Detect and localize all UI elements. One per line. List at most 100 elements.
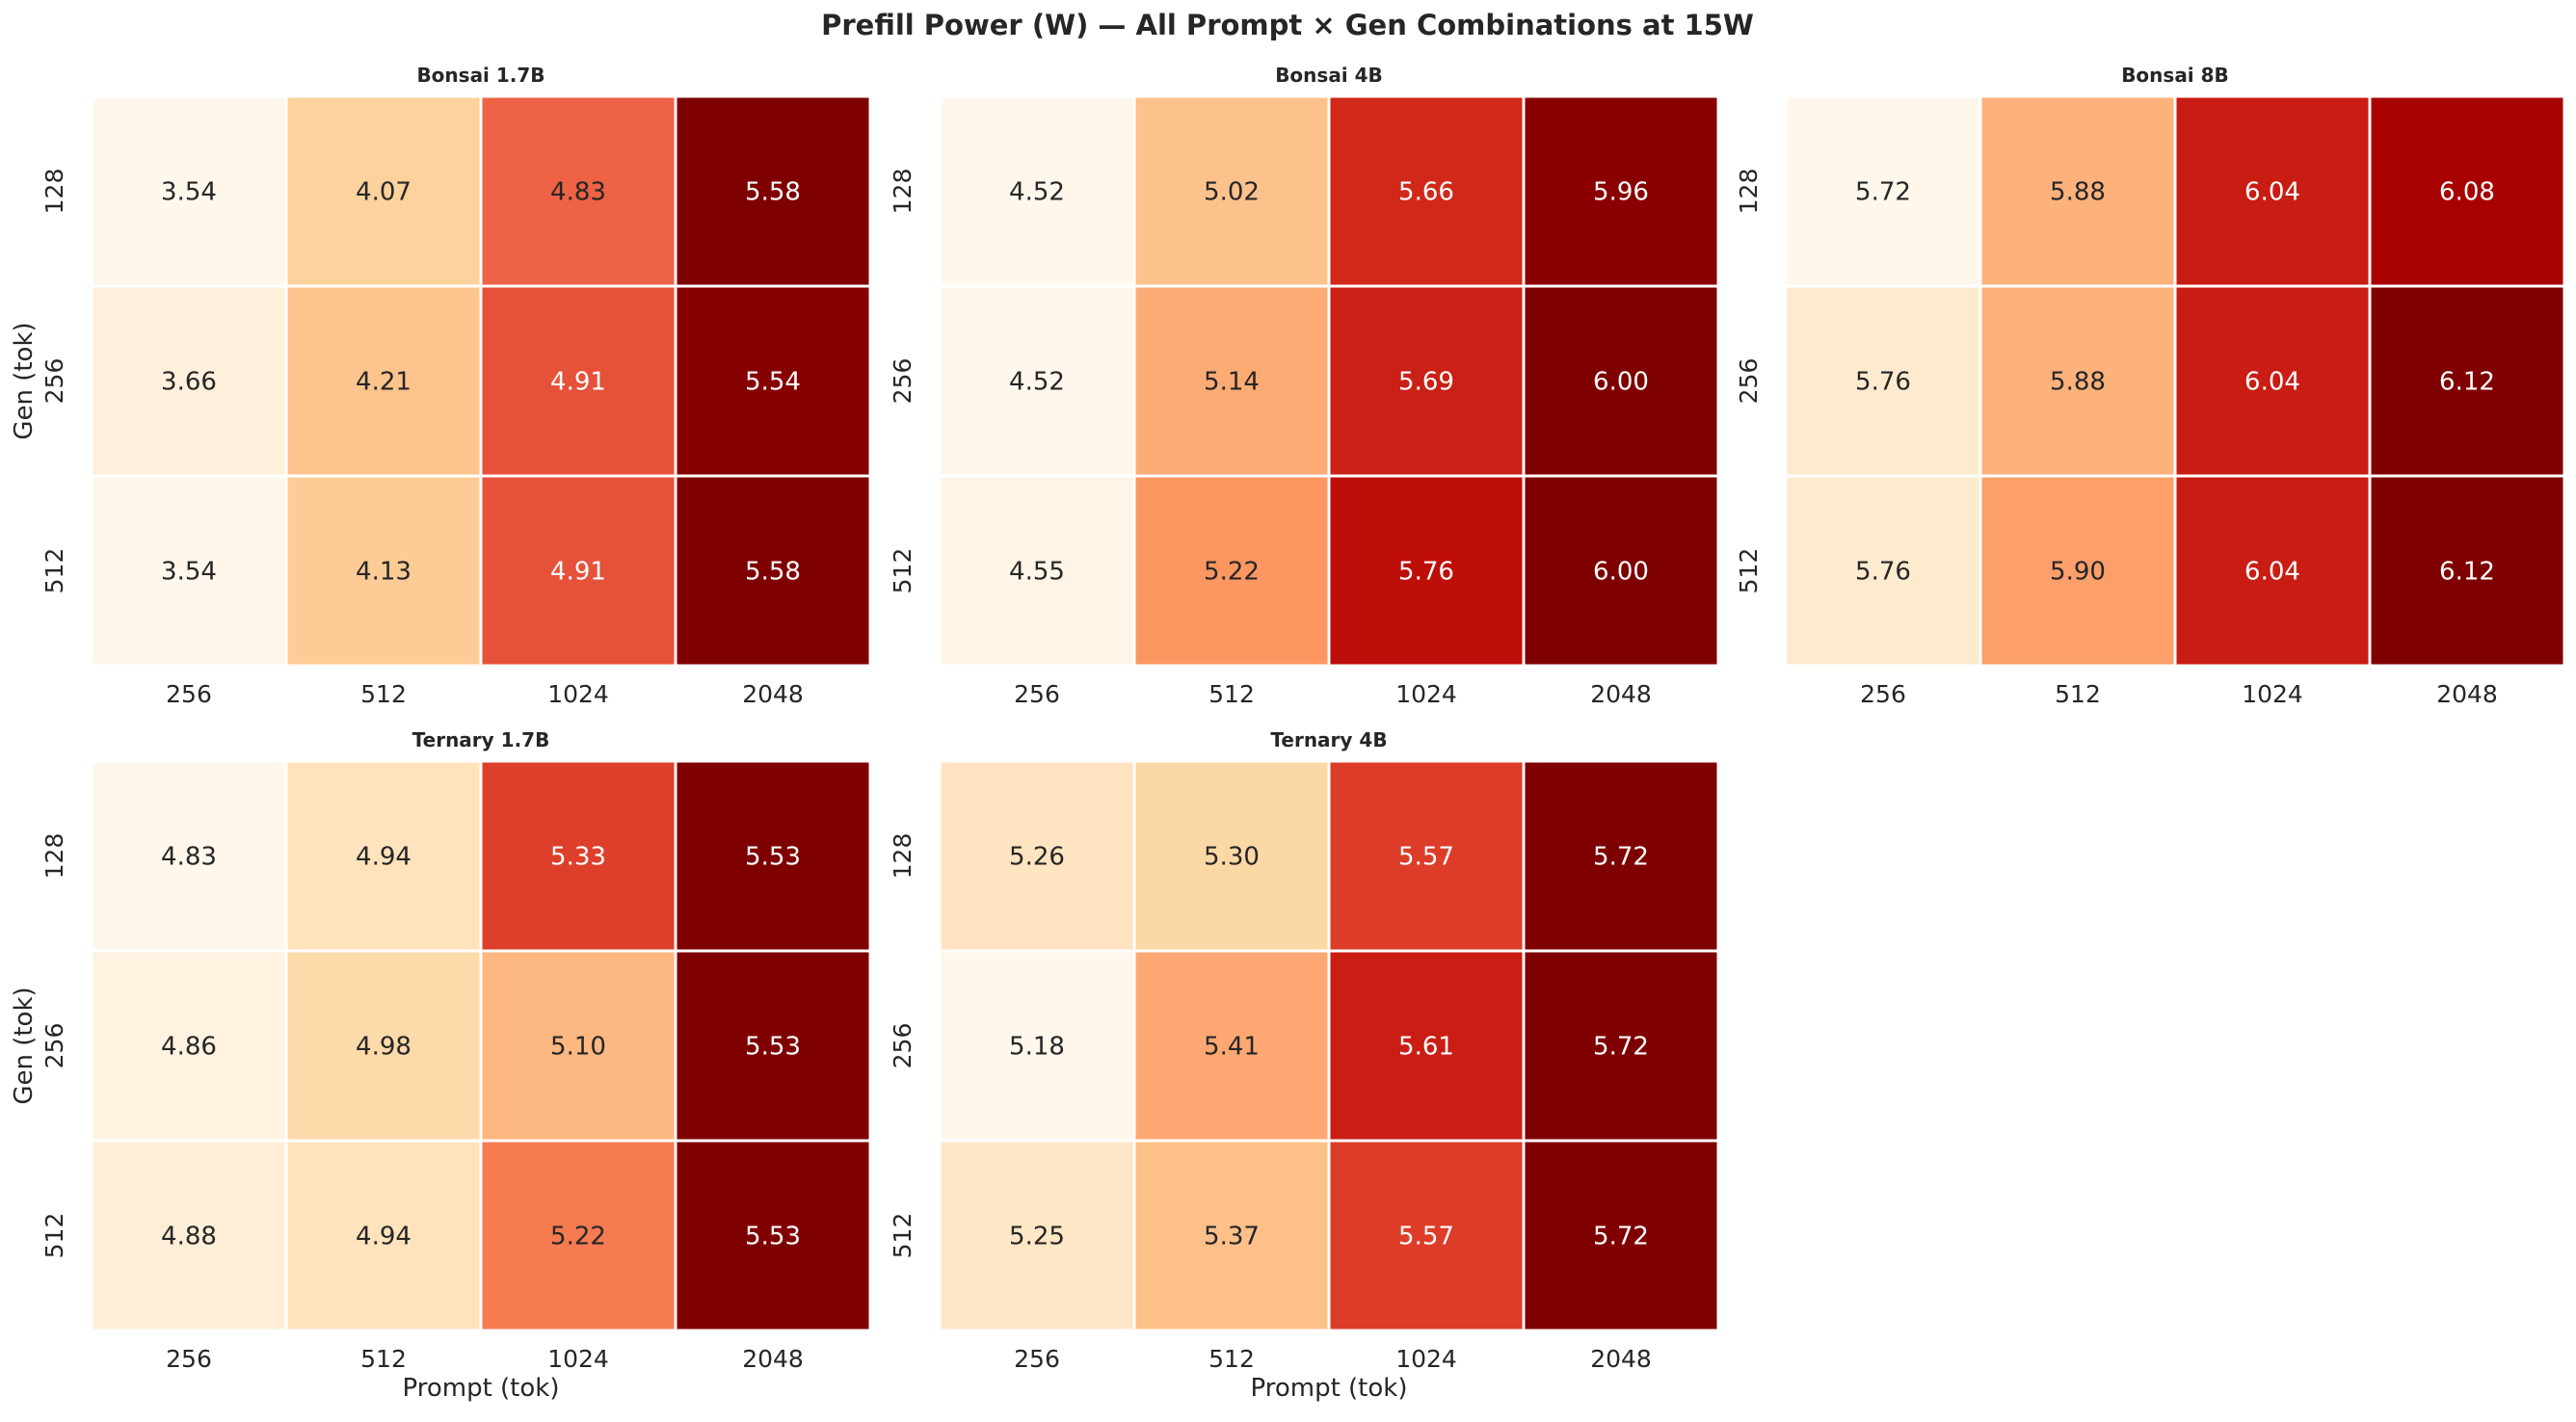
cell-value-label: 4.55 bbox=[1009, 558, 1065, 587]
heatmap-cell bbox=[2173, 94, 2372, 288]
x-tick-label: 2048 bbox=[742, 1345, 804, 1373]
heatmap-cell bbox=[479, 1139, 677, 1332]
cell-value-label: 5.30 bbox=[1204, 843, 1260, 872]
heatmap-cell bbox=[674, 474, 872, 668]
x-tick-label: 512 bbox=[1208, 1345, 1255, 1373]
cell-value-label: 5.10 bbox=[550, 1033, 606, 1062]
heatmap-cell bbox=[1132, 474, 1331, 668]
cell-value-label: 5.02 bbox=[1204, 178, 1260, 207]
heatmap-cell bbox=[1327, 1139, 1526, 1332]
y-tick-label: 512 bbox=[1735, 548, 1763, 594]
x-tick-label: 1024 bbox=[1395, 1345, 1457, 1373]
x-axis-label: Prompt (tok) bbox=[1251, 1374, 1408, 1403]
y-tick-label: 128 bbox=[40, 833, 68, 880]
cell-value-label: 5.72 bbox=[1855, 178, 1911, 207]
cell-value-label: 4.52 bbox=[1009, 178, 1065, 207]
cell-value-label: 6.12 bbox=[2439, 558, 2495, 587]
cell-value-label: 6.12 bbox=[2439, 368, 2495, 397]
heatmap-cell bbox=[90, 759, 288, 953]
panel-title: Ternary 1.7B bbox=[412, 728, 550, 751]
x-tick-label: 256 bbox=[1014, 680, 1060, 708]
cell-value-label: 5.53 bbox=[745, 1033, 801, 1062]
x-tick-label: 256 bbox=[166, 680, 212, 708]
heatmap-cell bbox=[2173, 474, 2372, 668]
x-tick-label: 2048 bbox=[1590, 1345, 1652, 1373]
x-tick-label: 256 bbox=[1860, 680, 1906, 708]
cell-value-label: 5.96 bbox=[1593, 178, 1649, 207]
heatmap-cell bbox=[674, 284, 872, 478]
cell-value-label: 5.76 bbox=[1855, 558, 1911, 587]
heatmap-cell bbox=[1327, 284, 1526, 478]
cell-value-label: 5.25 bbox=[1009, 1223, 1065, 1251]
cell-value-label: 6.04 bbox=[2244, 368, 2300, 397]
cell-value-label: 5.18 bbox=[1009, 1033, 1065, 1062]
heatmap-cell bbox=[1784, 94, 1982, 288]
cell-value-label: 6.04 bbox=[2244, 558, 2300, 587]
panel-title: Bonsai 8B bbox=[2121, 64, 2229, 87]
heatmap-cell bbox=[284, 94, 483, 288]
figure-title: Prefill Power (W) — All Prompt × Gen Com… bbox=[821, 9, 1754, 41]
heatmap-cell bbox=[1522, 949, 1720, 1143]
panel-title: Bonsai 4B bbox=[1275, 64, 1383, 87]
heatmap-cell bbox=[1132, 1139, 1331, 1332]
y-tick-label: 256 bbox=[1735, 358, 1763, 405]
x-tick-label: 512 bbox=[1208, 680, 1255, 708]
cell-value-label: 5.22 bbox=[1204, 558, 1260, 587]
cell-value-label: 5.88 bbox=[2050, 178, 2106, 207]
cell-value-label: 5.72 bbox=[1593, 1033, 1649, 1062]
heatmap-cell bbox=[938, 1139, 1136, 1332]
heatmap-cell bbox=[284, 949, 483, 1143]
y-tick-label: 256 bbox=[40, 1023, 68, 1069]
heatmap-cell bbox=[1522, 1139, 1720, 1332]
heatmap-cell bbox=[674, 949, 872, 1143]
cell-value-label: 5.90 bbox=[2050, 558, 2106, 587]
heatmap-cell bbox=[90, 474, 288, 668]
x-tick-label: 2048 bbox=[2436, 680, 2498, 708]
heatmap-cell bbox=[1132, 759, 1331, 953]
y-axis-label: Gen (tok) bbox=[10, 322, 39, 439]
heatmap-cell bbox=[479, 759, 677, 953]
heatmap-cell bbox=[1327, 759, 1526, 953]
cell-value-label: 3.66 bbox=[161, 368, 217, 397]
cell-value-label: 6.00 bbox=[1593, 558, 1649, 587]
x-tick-label: 512 bbox=[360, 680, 407, 708]
cell-value-label: 5.69 bbox=[1398, 368, 1454, 397]
cell-value-label: 4.86 bbox=[161, 1033, 217, 1062]
cell-value-label: 5.58 bbox=[745, 558, 801, 587]
heatmap-cell bbox=[1132, 94, 1331, 288]
heatmap-cell bbox=[938, 759, 1136, 953]
y-tick-label: 128 bbox=[40, 169, 68, 215]
heatmap-cell bbox=[938, 284, 1136, 478]
cell-value-label: 5.72 bbox=[1593, 1223, 1649, 1251]
heatmap-cell bbox=[284, 1139, 483, 1332]
heatmap-panel: Bonsai 8B 5.72 5.88 6.04 6.08 5.76 5.88 6.04 6.1… bbox=[1735, 64, 2566, 708]
cell-value-label: 4.91 bbox=[550, 368, 606, 397]
heatmap-cell bbox=[1522, 284, 1720, 478]
cell-value-label: 5.66 bbox=[1398, 178, 1454, 207]
cell-value-label: 5.61 bbox=[1398, 1033, 1454, 1062]
heatmap-cell bbox=[1132, 284, 1331, 478]
heatmap-panel: Bonsai 4B 4.52 5.02 5.66 5.96 4.52 5.14 5.69 6.0… bbox=[889, 64, 1720, 708]
x-tick-label: 256 bbox=[1014, 1345, 1060, 1373]
cell-value-label: 5.41 bbox=[1204, 1033, 1260, 1062]
cell-value-label: 4.94 bbox=[356, 1223, 412, 1251]
heatmap-cell bbox=[1327, 474, 1526, 668]
y-tick-label: 128 bbox=[1735, 169, 1763, 215]
x-axis-label: Prompt (tok) bbox=[403, 1374, 560, 1403]
heatmap-panel: Ternary 1.7B 4.83 4.94 5.33 5.53 4.86 4.98 5.10… bbox=[10, 728, 872, 1403]
cell-value-label: 5.72 bbox=[1593, 843, 1649, 872]
cell-value-label: 3.54 bbox=[161, 178, 217, 207]
heatmap-cell bbox=[1522, 94, 1720, 288]
panel-title: Bonsai 1.7B bbox=[416, 64, 544, 87]
heatmap-cell bbox=[1522, 474, 1720, 668]
cell-value-label: 5.53 bbox=[745, 1223, 801, 1251]
heatmap-cell bbox=[1784, 284, 1982, 478]
x-tick-label: 2048 bbox=[1590, 680, 1652, 708]
y-tick-label: 512 bbox=[40, 548, 68, 594]
cell-value-label: 6.04 bbox=[2244, 178, 2300, 207]
x-tick-label: 1024 bbox=[2242, 680, 2303, 708]
x-tick-label: 1024 bbox=[547, 680, 609, 708]
cell-value-label: 4.94 bbox=[356, 843, 412, 872]
